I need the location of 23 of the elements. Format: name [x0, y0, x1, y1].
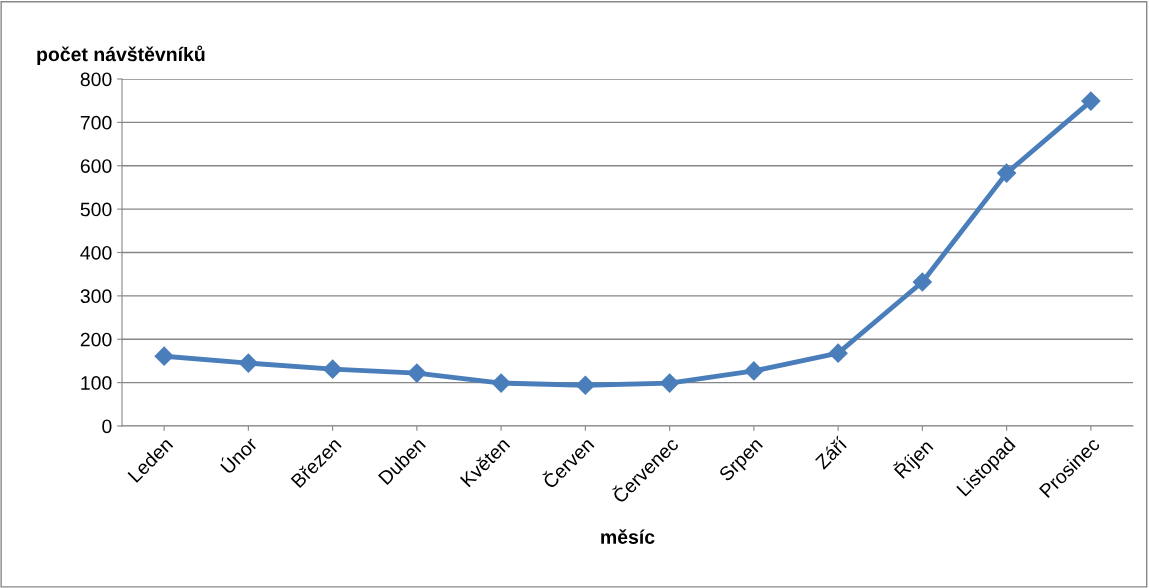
y-tick-label: 600: [80, 159, 112, 173]
point: [491, 373, 511, 393]
y-tick-label: 700: [80, 115, 112, 130]
y-tick-label: 0: [102, 419, 112, 434]
point: [912, 272, 932, 292]
point: [1081, 91, 1101, 111]
point: [997, 163, 1017, 183]
y-tick-label: 800: [80, 72, 112, 87]
point: [323, 359, 343, 379]
point: [154, 346, 174, 366]
y-tick-label: 300: [80, 289, 112, 304]
y-axis-title: počet návštěvníků: [37, 45, 205, 66]
x-axis-title: měsíc: [601, 529, 655, 544]
point: [575, 375, 595, 395]
point: [744, 361, 764, 381]
point: [660, 373, 680, 393]
y-tick-label: 500: [80, 202, 112, 217]
y-tick-label: 200: [80, 332, 112, 347]
point: [407, 363, 427, 383]
y-tick-label: 400: [80, 245, 112, 260]
y-tick-label: 100: [81, 376, 112, 390]
point: [238, 353, 258, 373]
point: [828, 343, 848, 363]
